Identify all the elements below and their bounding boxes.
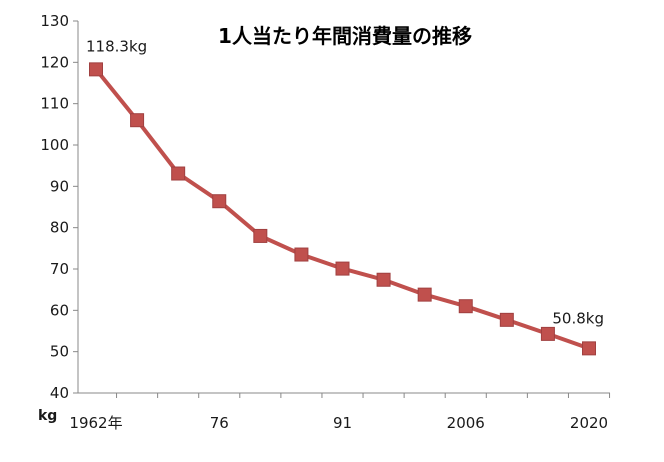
x-tick-label: 1962年 [69, 414, 122, 432]
y-tick-label: 50 [50, 343, 69, 361]
data-point-marker [253, 228, 268, 243]
data-point-marker [417, 287, 432, 302]
y-tick-label: 60 [50, 301, 69, 319]
x-tick-label: 2020 [570, 414, 608, 432]
data-point-marker [499, 312, 514, 327]
data-point-marker [376, 272, 391, 287]
data-point-marker [212, 194, 227, 209]
data-annotation: 118.3kg [86, 37, 147, 55]
y-unit-label: kg [38, 408, 57, 424]
data-point-marker [89, 62, 103, 77]
data-point-marker [130, 113, 145, 128]
x-tick-label: 2006 [447, 414, 485, 432]
labels: 1人当たり年間消費量の推移 kg 118.3kg 50.8kg [38, 24, 604, 424]
chart-title: 1人当たり年間消費量の推移 [218, 24, 472, 48]
y-tick-label: 70 [50, 260, 69, 278]
data-point-marker [582, 341, 596, 356]
data-point-marker [540, 326, 555, 341]
axes: 40 50 60 70 80 90 100 110 120 130 1962年 76 91 2006 202… [40, 12, 611, 432]
y-tick-label: 130 [40, 12, 69, 30]
series-line [94, 68, 590, 351]
y-tick-label: 100 [40, 136, 69, 154]
data-point-marker [458, 299, 473, 314]
y-tick-label: 110 [40, 95, 69, 113]
data-point-marker [294, 247, 309, 262]
data-markers [89, 62, 596, 356]
x-tick-label: 76 [210, 414, 229, 432]
data-point-marker [335, 261, 350, 276]
data-point-marker [171, 166, 186, 181]
x-tick-label: 91 [333, 414, 352, 432]
y-tick-label: 120 [40, 53, 69, 71]
y-tick-label: 80 [50, 219, 69, 237]
y-tick-label: 90 [50, 177, 69, 195]
data-annotation: 50.8kg [552, 309, 604, 327]
y-tick-label: 40 [50, 384, 69, 402]
series-polyline [94, 68, 590, 351]
